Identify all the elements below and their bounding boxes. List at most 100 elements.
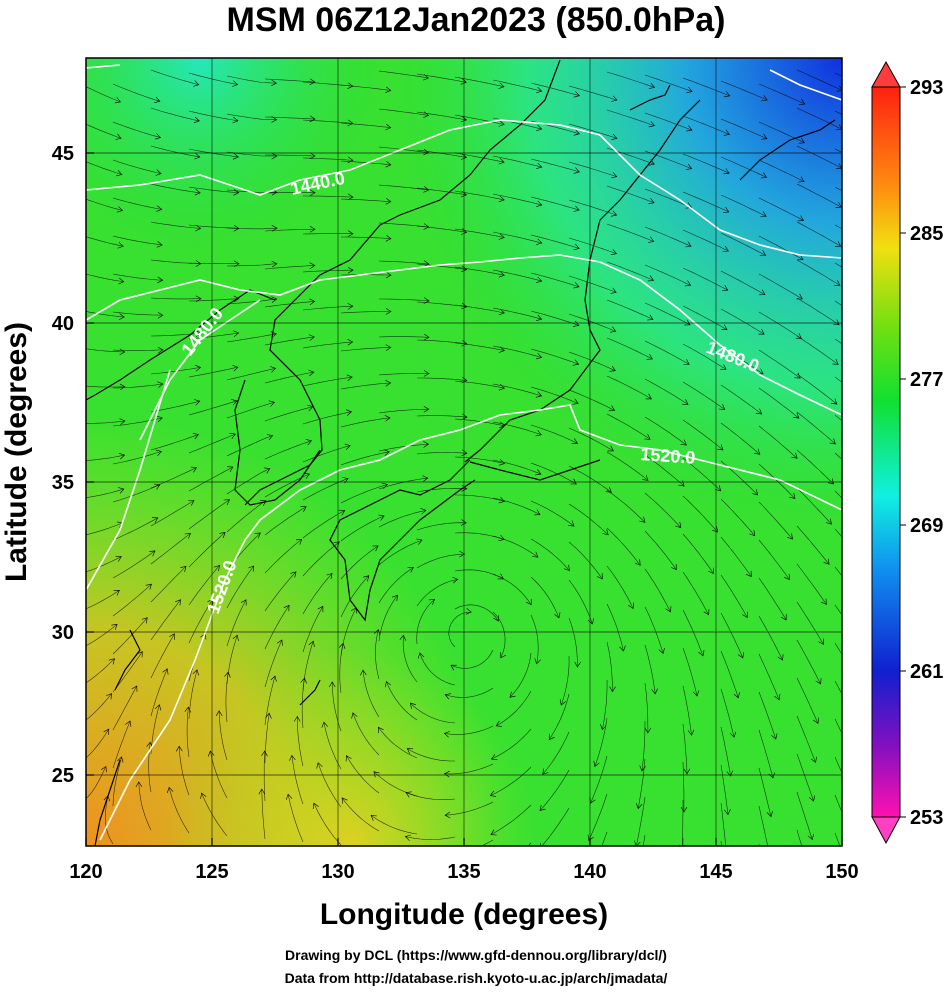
streamline (796, 297, 840, 326)
streamline (606, 489, 646, 523)
streamline (758, 159, 805, 182)
streamline-arrowhead (347, 156, 354, 164)
streamline (263, 750, 266, 802)
streamline-arrowhead (450, 664, 457, 671)
streamline-arrowhead (686, 125, 693, 132)
streamline (226, 227, 278, 230)
streamline (264, 639, 283, 688)
streamline-arrowhead (423, 441, 430, 448)
streamline (112, 517, 158, 541)
streamline-arrowhead (572, 359, 580, 366)
streamline (834, 452, 842, 460)
streamline-arrowhead (423, 186, 430, 193)
streamline (644, 644, 656, 694)
streamline-arrowhead (260, 500, 267, 507)
streamline-arrowhead (207, 598, 214, 605)
streamline (346, 755, 380, 794)
streamline (302, 376, 353, 387)
streamline (378, 70, 429, 79)
streamline-arrowhead (131, 685, 138, 692)
streamline-arrowhead (200, 792, 207, 799)
streamline-arrowhead (823, 558, 830, 565)
streamline-arrowhead (271, 296, 278, 303)
streamline (454, 380, 505, 389)
streamline (606, 603, 624, 652)
streamline-arrowhead (289, 754, 296, 761)
streamline-arrowhead (724, 809, 731, 816)
streamline-arrowhead (680, 439, 687, 446)
streamline (606, 109, 655, 126)
streamline-arrowhead (215, 710, 223, 716)
streamline-arrowhead (642, 474, 649, 481)
streamline (490, 804, 532, 835)
streamline (226, 532, 261, 571)
streamline (636, 796, 646, 846)
streamline-arrowhead (723, 885, 729, 890)
streamline-arrowhead (184, 706, 192, 713)
streamline-arrowhead (573, 129, 580, 136)
streamline (796, 145, 842, 169)
streamline-arrowhead (798, 137, 806, 144)
streamline-arrowhead (422, 475, 429, 482)
streamline-arrowhead (285, 793, 293, 800)
streamline (188, 110, 239, 122)
streamline-arrowhead (417, 652, 425, 659)
streamline (150, 599, 181, 641)
streamline (530, 196, 580, 211)
streamline (492, 307, 542, 320)
streamline (105, 795, 114, 845)
streamline (568, 503, 609, 536)
streamline (264, 506, 307, 536)
streamline (150, 467, 197, 489)
streamline (188, 499, 230, 530)
streamline (340, 122, 391, 128)
streamline (530, 348, 579, 365)
streamline-arrowhead (798, 99, 806, 105)
streamline (402, 635, 418, 683)
streamline-arrowhead (574, 661, 581, 668)
credit-data: Data from http://database.rish.kyoto-u.a… (284, 970, 668, 986)
streamline-arrowhead (100, 765, 107, 773)
streamline-arrowhead (608, 405, 616, 412)
streamline (416, 415, 467, 418)
streamline-arrowhead (680, 806, 688, 813)
streamline (606, 299, 654, 320)
streamline-arrowhead (864, 522, 870, 528)
streamline (568, 199, 617, 216)
streamline-arrowhead (423, 370, 430, 377)
streamline (492, 573, 532, 605)
streamline (796, 677, 819, 724)
streamline-arrowhead (157, 346, 164, 354)
streamline (720, 156, 767, 178)
streamline (644, 378, 689, 405)
streamline (720, 574, 748, 618)
streamline (445, 801, 494, 816)
streamline-arrowhead (836, 124, 842, 131)
streamline (644, 150, 692, 169)
streamline-arrowhead (193, 80, 200, 87)
streamline (86, 348, 125, 353)
y-tick-label: 40 (52, 313, 74, 335)
streamline (86, 693, 112, 721)
streamline-arrowhead (407, 567, 415, 573)
streamline-arrowhead (789, 492, 796, 500)
streamline (340, 311, 391, 314)
streamline-arrowhead (226, 466, 234, 473)
streamline-arrowhead (231, 399, 238, 406)
streamline-arrowhead (605, 486, 612, 493)
streamline-arrowhead (119, 453, 126, 460)
streamline-arrowhead (347, 119, 354, 127)
streamline-arrowhead (169, 633, 175, 640)
streamline (682, 229, 729, 252)
streamline (492, 231, 542, 244)
streamline-arrowhead (910, 249, 916, 254)
streamline (302, 510, 345, 539)
streamline-arrowhead (749, 529, 756, 537)
streamline-arrowhead (570, 478, 577, 485)
streamline-arrowhead (708, 567, 714, 574)
streamline (492, 383, 542, 397)
streamline-arrowhead (213, 564, 220, 572)
streamline-arrowhead (423, 333, 430, 341)
streamline (86, 488, 124, 498)
streamline-arrowhead (303, 472, 310, 479)
